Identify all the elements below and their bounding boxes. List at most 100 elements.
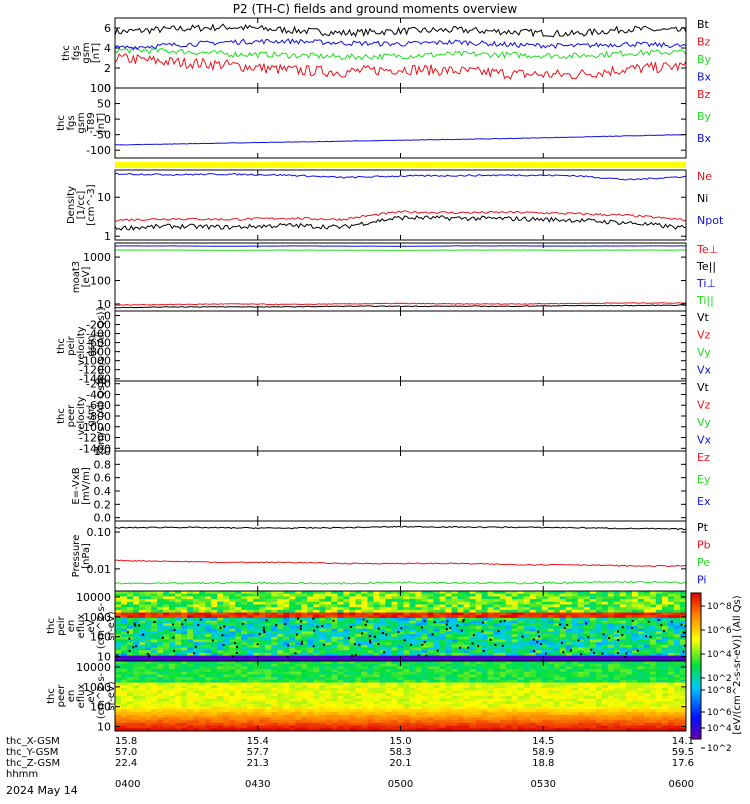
heatmap-cell — [542, 691, 548, 694]
heatmap-gap — [536, 641, 538, 643]
heatmap-cell — [428, 618, 434, 621]
heatmap-cell — [355, 599, 361, 602]
heatmap-cell — [187, 683, 193, 686]
heatmap-cell — [283, 696, 289, 699]
heatmap-cell — [572, 715, 578, 718]
heatmap-cell — [127, 602, 133, 605]
heatmap-cell — [325, 653, 331, 656]
heatmap-cell — [295, 726, 301, 729]
heatmap-cell — [349, 631, 355, 634]
heatmap-cell — [608, 634, 614, 637]
heatmap-cell — [373, 704, 379, 707]
y-tick-label: 100 — [90, 275, 111, 288]
heatmap-cell — [151, 672, 157, 675]
heatmap-cell — [397, 642, 403, 645]
heatmap-cell — [512, 699, 518, 702]
heatmap-cell — [470, 685, 476, 688]
heatmap-cell — [476, 699, 482, 702]
heatmap-cell — [349, 704, 355, 707]
heatmap-cell — [169, 696, 175, 699]
heatmap-cell — [307, 607, 313, 610]
heatmap-cell — [464, 656, 470, 659]
heatmap-cell — [181, 664, 187, 667]
heatmap-cell — [560, 629, 566, 632]
heatmap-cell — [223, 699, 229, 702]
heatmap-cell — [422, 631, 428, 634]
heatmap-gap — [313, 630, 315, 632]
heatmap-cell — [307, 696, 313, 699]
heatmap-cell — [626, 634, 632, 637]
heatmap-cell — [199, 680, 205, 683]
heatmap-cell — [548, 699, 554, 702]
heatmap-cell — [295, 637, 301, 640]
heatmap-cell — [187, 669, 193, 672]
heatmap-cell — [452, 693, 458, 696]
heatmap-cell — [307, 720, 313, 723]
heatmap-cell — [277, 594, 283, 597]
heatmap-cell — [391, 637, 397, 640]
heatmap-cell — [470, 645, 476, 648]
heatmap-cell — [434, 631, 440, 634]
heatmap-gap — [504, 620, 506, 622]
heatmap-cell — [536, 664, 542, 667]
heatmap-cell — [313, 709, 319, 712]
heatmap-cell — [674, 626, 680, 629]
heatmap-cell — [554, 683, 560, 686]
heatmap-cell — [265, 699, 271, 702]
heatmap-cell — [434, 672, 440, 675]
heatmap-cell — [295, 677, 301, 680]
heatmap-gap — [467, 647, 469, 649]
heatmap-cell — [319, 688, 325, 691]
heatmap-cell — [169, 709, 175, 712]
heatmap-cell — [229, 666, 235, 669]
heatmap-cell — [343, 656, 349, 659]
heatmap-cell — [199, 707, 205, 710]
heatmap-cell — [247, 594, 253, 597]
heatmap-cell — [584, 688, 590, 691]
heatmap-cell — [397, 613, 403, 616]
heatmap-cell — [548, 613, 554, 616]
heatmap-cell — [283, 701, 289, 704]
heatmap-cell — [265, 650, 271, 653]
heatmap-cell — [247, 626, 253, 629]
heatmap-cell — [283, 677, 289, 680]
heatmap-cell — [271, 666, 277, 669]
heatmap-cell — [530, 712, 536, 715]
heatmap-cell — [446, 709, 452, 712]
heatmap-cell — [530, 596, 536, 599]
heatmap-cell — [223, 599, 229, 602]
heatmap-cell — [572, 701, 578, 704]
heatmap-cell — [506, 637, 512, 640]
heatmap-cell — [410, 677, 416, 680]
heatmap-cell — [253, 650, 259, 653]
heatmap-cell — [175, 720, 181, 723]
heatmap-cell — [163, 726, 169, 729]
heatmap-cell — [488, 685, 494, 688]
heatmap-cell — [139, 701, 145, 704]
heatmap-cell — [500, 726, 506, 729]
heatmap-cell — [464, 664, 470, 667]
heatmap-gap — [459, 647, 461, 649]
heatmap-cell — [638, 596, 644, 599]
heatmap-cell — [530, 683, 536, 686]
heatmap-cell — [458, 664, 464, 667]
legend-entry: Vt — [697, 311, 710, 324]
heatmap-cell — [476, 634, 482, 637]
heatmap-cell — [662, 645, 668, 648]
heatmap-cell — [572, 613, 578, 616]
heatmap-cell — [482, 634, 488, 637]
heatmap-cell — [247, 701, 253, 704]
heatmap-cell — [542, 607, 548, 610]
heatmap-cell — [277, 642, 283, 645]
heatmap-cell — [193, 726, 199, 729]
heatmap-cell — [470, 720, 476, 723]
heatmap-cell — [187, 685, 193, 688]
heatmap-cell — [416, 602, 422, 605]
heatmap-cell — [554, 707, 560, 710]
heatmap-cell — [163, 648, 169, 651]
heatmap-cell — [488, 602, 494, 605]
heatmap-gap — [410, 644, 412, 646]
heatmap-cell — [397, 723, 403, 726]
heatmap-cell — [349, 637, 355, 640]
heatmap-cell — [488, 631, 494, 634]
